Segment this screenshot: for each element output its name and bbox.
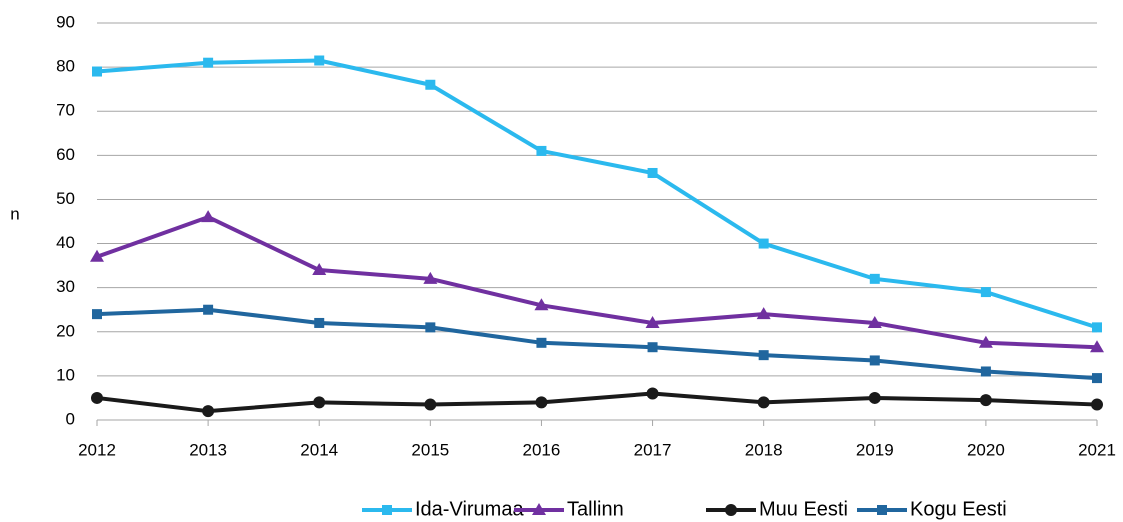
marker bbox=[868, 391, 881, 404]
marker bbox=[534, 298, 549, 311]
legend-label: Kogu Eesti bbox=[910, 498, 1007, 520]
marker bbox=[423, 271, 438, 284]
marker bbox=[1090, 340, 1104, 353]
x-tick-label: 2019 bbox=[856, 440, 894, 459]
marker bbox=[647, 342, 658, 353]
marker bbox=[201, 210, 216, 223]
marker bbox=[314, 317, 325, 328]
marker bbox=[424, 398, 437, 411]
marker bbox=[645, 315, 660, 328]
marker bbox=[535, 396, 548, 409]
x-tick-label: 2021 bbox=[1078, 440, 1116, 459]
series-line bbox=[96, 307, 1098, 381]
marker bbox=[980, 366, 991, 377]
marker bbox=[978, 335, 993, 348]
marker bbox=[757, 396, 770, 409]
marker bbox=[90, 249, 104, 262]
marker bbox=[725, 504, 737, 516]
marker bbox=[312, 263, 327, 276]
marker bbox=[536, 145, 547, 156]
series-line bbox=[96, 391, 1098, 414]
legend-label: Tallinn bbox=[567, 498, 624, 520]
y-tick-label: 60 bbox=[56, 145, 75, 164]
y-tick-label: 30 bbox=[56, 277, 75, 296]
marker bbox=[756, 307, 771, 320]
marker bbox=[202, 405, 215, 418]
x-tick-label: 2018 bbox=[745, 440, 783, 459]
marker bbox=[867, 315, 882, 328]
x-tick-label: 2014 bbox=[300, 440, 338, 459]
marker bbox=[92, 309, 102, 320]
marker bbox=[203, 304, 214, 315]
marker bbox=[1092, 322, 1102, 333]
y-tick-label: 0 bbox=[66, 409, 75, 428]
marker bbox=[646, 387, 659, 400]
marker bbox=[869, 355, 880, 366]
marker bbox=[877, 505, 887, 515]
marker bbox=[313, 396, 326, 409]
marker bbox=[532, 503, 546, 515]
marker bbox=[980, 287, 991, 298]
marker bbox=[758, 238, 769, 249]
marker bbox=[647, 167, 658, 178]
y-tick-label: 40 bbox=[56, 233, 75, 252]
y-axis-label: n bbox=[10, 204, 19, 223]
legend-label: Muu Eesti bbox=[759, 498, 848, 520]
marker bbox=[382, 505, 392, 515]
marker bbox=[1091, 398, 1103, 411]
y-tick-label: 70 bbox=[56, 101, 75, 120]
y-tick-label: 80 bbox=[56, 57, 75, 76]
marker bbox=[425, 322, 436, 333]
x-tick-label: 2013 bbox=[189, 440, 227, 459]
marker bbox=[91, 391, 103, 404]
x-tick-label: 2012 bbox=[78, 440, 116, 459]
marker bbox=[758, 350, 769, 361]
y-tick-label: 20 bbox=[56, 321, 75, 340]
x-tick-label: 2017 bbox=[634, 440, 672, 459]
series-line bbox=[96, 58, 1098, 330]
marker bbox=[425, 79, 436, 90]
y-tick-label: 50 bbox=[56, 189, 75, 208]
marker bbox=[1092, 373, 1102, 384]
x-tick-label: 2020 bbox=[967, 440, 1005, 459]
series-line bbox=[96, 215, 1098, 350]
marker bbox=[314, 55, 325, 66]
x-tick-label: 2015 bbox=[411, 440, 449, 459]
marker bbox=[979, 394, 992, 407]
y-tick-label: 10 bbox=[56, 365, 75, 384]
y-tick-label: 90 bbox=[56, 12, 75, 31]
marker bbox=[203, 57, 214, 68]
marker bbox=[536, 337, 547, 348]
x-tick-label: 2016 bbox=[523, 440, 561, 459]
marker bbox=[92, 66, 102, 77]
legend-label: Ida-Virumaa bbox=[415, 498, 524, 520]
marker bbox=[869, 273, 880, 284]
